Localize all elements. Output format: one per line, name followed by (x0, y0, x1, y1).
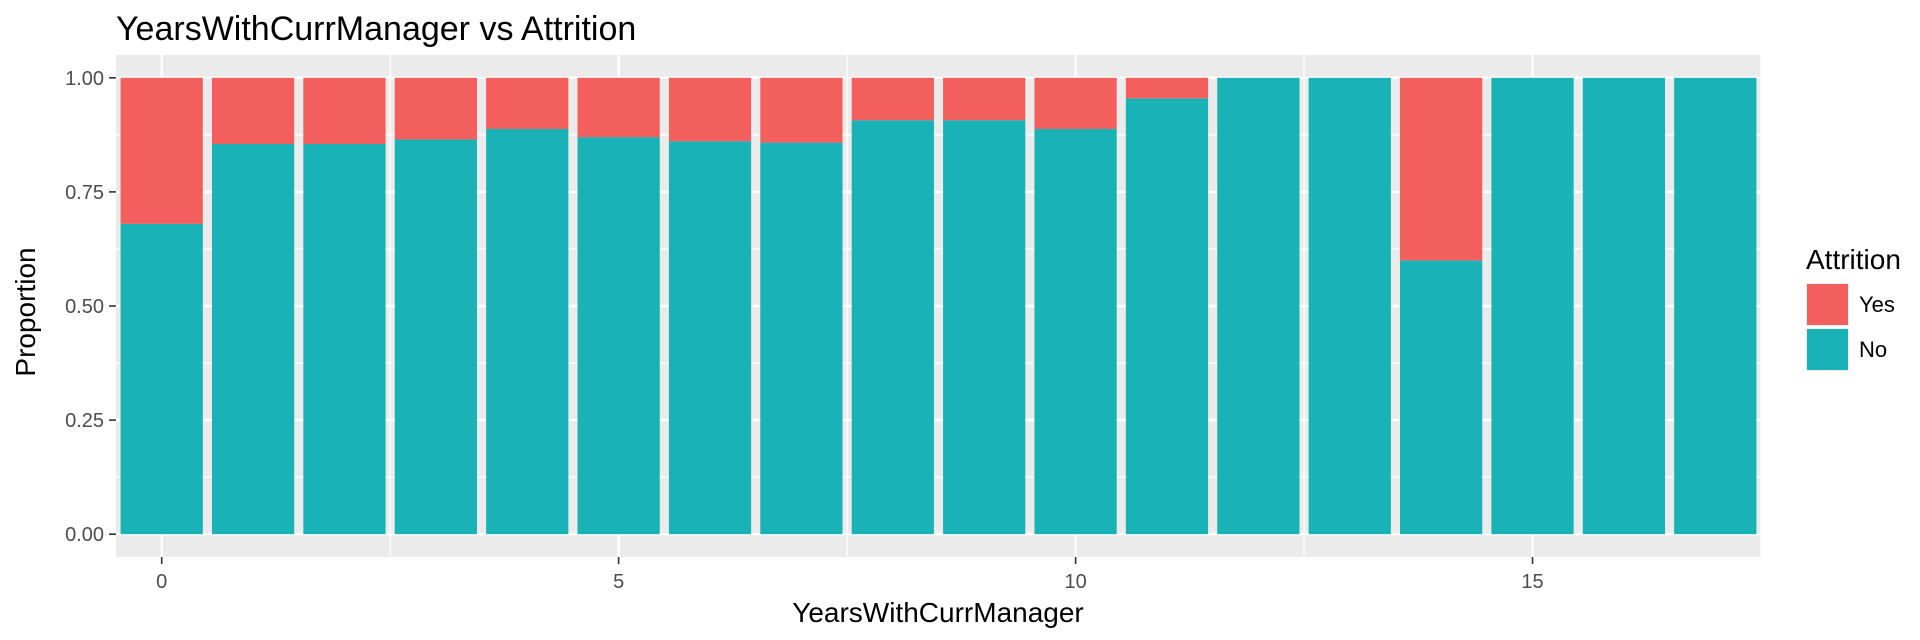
bar-no (943, 120, 1026, 535)
bar-yes (303, 77, 386, 144)
bar-yes (668, 77, 752, 142)
legend-label-no: No (1859, 337, 1887, 362)
bar-no (1674, 77, 1757, 535)
x-tick-label: 0 (156, 571, 167, 593)
bar-yes (394, 77, 477, 140)
legend: Attrition Yes No (1806, 244, 1901, 371)
bar-no (1491, 77, 1574, 535)
legend-title: Attrition (1806, 244, 1901, 275)
chart-title: YearsWithCurrManager vs Attrition (116, 10, 636, 48)
x-tick-label: 15 (1521, 571, 1543, 593)
bar-yes (577, 77, 660, 138)
y-tick-label: 0.00 (65, 524, 104, 546)
bar-yes (120, 77, 203, 224)
x-tick-label: 5 (613, 571, 624, 593)
bar-no (577, 137, 660, 535)
x-tick-label: 10 (1064, 571, 1086, 593)
bar-yes (943, 77, 1026, 121)
bar-no (486, 128, 569, 535)
bar-yes (760, 77, 843, 143)
bar-no (1400, 260, 1483, 535)
bar-no (120, 223, 203, 535)
legend-label-yes: Yes (1859, 292, 1895, 317)
x-axis: 0 5 10 15 (156, 557, 1544, 593)
bar-no (760, 142, 843, 535)
y-tick-label: 0.75 (65, 182, 104, 204)
bar-no (851, 120, 934, 535)
bar-no (668, 141, 752, 535)
minor-gridlines (116, 55, 1762, 557)
bars-group (120, 77, 1757, 535)
y-axis: 0.00 0.25 0.50 0.75 1.00 (65, 68, 116, 546)
bar-no (1217, 77, 1300, 535)
bar-yes (1034, 77, 1117, 129)
legend-swatch-yes (1807, 284, 1848, 325)
bar-yes (1125, 77, 1209, 99)
bar-no (394, 139, 477, 535)
x-axis-title: YearsWithCurrManager (792, 597, 1084, 628)
bar-no (211, 143, 295, 535)
bar-yes (486, 77, 569, 129)
y-tick-label: 0.25 (65, 410, 104, 432)
y-tick-label: 1.00 (65, 68, 104, 90)
bar-no (1125, 98, 1209, 535)
bar-no (303, 143, 386, 535)
y-tick-label: 0.50 (65, 296, 104, 318)
y-axis-title: Proportion (10, 247, 41, 376)
bar-no (1308, 77, 1391, 535)
bar-no (1034, 128, 1117, 535)
legend-swatch-no (1807, 329, 1848, 370)
bar-yes (1400, 77, 1483, 261)
bar-no (1582, 77, 1666, 535)
bar-yes (851, 77, 934, 121)
bar-yes (211, 77, 295, 144)
